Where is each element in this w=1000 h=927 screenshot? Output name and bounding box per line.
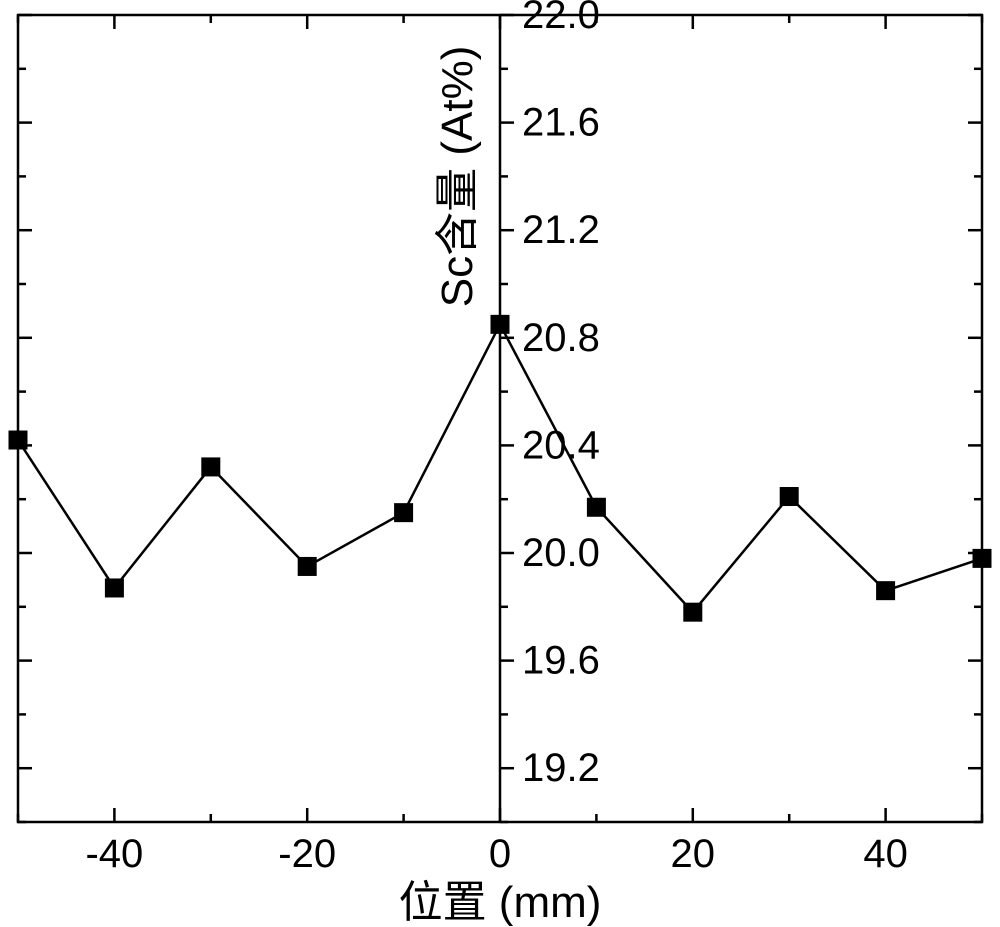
y-tick-label: 21.2 <box>522 208 600 252</box>
x-tick-label: -40 <box>85 832 143 876</box>
y-tick-label: 20.8 <box>522 316 600 360</box>
data-marker <box>973 549 991 567</box>
y-tick-label: 20.0 <box>522 531 600 575</box>
data-marker <box>780 488 798 506</box>
data-marker <box>877 582 895 600</box>
data-marker <box>395 504 413 522</box>
chart-container: -40 -20 0 20 40 19.2 19.6 20.0 20.4 20.8 21.2 21.6 2… <box>0 0 1000 927</box>
x-tick-label: 20 <box>671 832 716 876</box>
y-axis-title: Sc含量 (At%) <box>433 46 482 308</box>
x-axis-title: 位置 (mm) <box>399 878 602 927</box>
data-marker <box>9 431 27 449</box>
data-marker <box>298 557 316 575</box>
data-marker <box>491 315 509 333</box>
data-marker <box>587 498 605 516</box>
x-tick-label: 40 <box>863 832 908 876</box>
chart-svg: -40 -20 0 20 40 19.2 19.6 20.0 20.4 20.8 21.2 21.6 2… <box>0 0 1000 927</box>
x-tick-label: -20 <box>278 832 336 876</box>
data-marker <box>202 458 220 476</box>
x-tick-label: 0 <box>489 832 511 876</box>
data-marker <box>684 603 702 621</box>
y-tick-label: 19.2 <box>522 746 600 790</box>
data-marker <box>105 579 123 597</box>
y-tick-label: 22.0 <box>522 0 600 37</box>
y-tick-label: 19.6 <box>522 639 600 683</box>
y-tick-label: 21.6 <box>522 101 600 145</box>
y-tick-label: 20.4 <box>522 423 600 467</box>
